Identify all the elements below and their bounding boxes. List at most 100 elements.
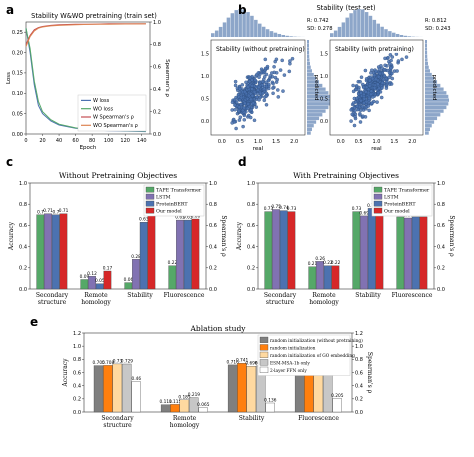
legend-entry: ProteinBERT	[156, 202, 188, 208]
scatter-point	[356, 87, 361, 92]
legend-entry: random initialization (without pretraini…	[270, 339, 363, 344]
y-left-tick-label: 0.0	[247, 287, 255, 293]
x-tick-label: 1.0	[373, 139, 381, 145]
legend-entry: W loss	[93, 98, 110, 104]
histogram-bar	[238, 9, 242, 37]
y-right-tick-label: 0.8	[355, 357, 363, 363]
bar	[246, 366, 257, 413]
y-right-axis-label: Spearman's ρ	[220, 215, 227, 257]
stat-sd: SD: 0.243	[425, 26, 451, 32]
bar-value-label: 0.21	[308, 261, 318, 267]
legend-entry: W Spearman's ρ	[93, 115, 134, 121]
scatter-point	[376, 82, 380, 87]
bar	[88, 276, 96, 290]
scatter-point	[240, 108, 245, 113]
scatter-point	[250, 78, 254, 82]
bar-value-label: 0.28	[131, 254, 141, 260]
bar-value-label: 0.75	[271, 204, 281, 210]
x-tick-label: 1.5	[272, 139, 280, 145]
bar	[313, 370, 324, 413]
scatter-point	[264, 72, 269, 77]
histogram-bar	[425, 50, 428, 55]
scatter-point	[281, 89, 285, 93]
bar	[360, 215, 368, 290]
bar	[396, 216, 405, 290]
scatter-point	[258, 95, 263, 99]
histogram-bar	[425, 61, 428, 66]
scatter-subtitle: Stability (without pretraining)	[216, 46, 305, 53]
scatter-point	[359, 75, 364, 79]
scatter-point	[287, 69, 292, 74]
histogram-bar	[307, 98, 331, 102]
histogram-bar	[307, 116, 320, 121]
bar-value-label: 0.46	[132, 376, 142, 382]
bar-value-label: 0.219	[188, 392, 201, 398]
scatter-point	[390, 71, 394, 76]
scatter-point	[366, 104, 371, 108]
histogram-bar	[307, 69, 312, 73]
scatter-point	[249, 97, 253, 102]
bar	[332, 398, 342, 413]
scatter-points	[349, 46, 409, 128]
scatter-point	[276, 88, 280, 92]
histogram-bar	[341, 22, 346, 37]
y-left-axis-label: Loss	[6, 72, 12, 84]
scatter-point	[264, 103, 269, 107]
scatter-points	[230, 56, 295, 131]
histogram-bar	[337, 26, 342, 37]
scatter-point	[386, 55, 390, 60]
histogram-bar	[425, 76, 435, 80]
bar	[198, 407, 208, 413]
bar	[168, 265, 177, 290]
histogram-bar	[307, 58, 310, 62]
legend-swatch	[145, 193, 155, 200]
bar	[237, 363, 247, 413]
bar	[323, 372, 333, 413]
y-right-tick-label: 0.6	[153, 65, 161, 71]
y-tick-label: 0.0	[320, 119, 328, 125]
y-left-tick-label: 0.2	[73, 397, 81, 403]
histogram-bar	[307, 91, 329, 95]
scatter-point	[367, 108, 371, 113]
category-label: structure	[38, 299, 67, 306]
scatter-point	[233, 83, 238, 88]
scatter-point	[251, 101, 256, 105]
scatter-point	[400, 57, 404, 62]
bar-value-label: 0.136	[264, 398, 277, 404]
histogram-bar	[388, 31, 392, 37]
y-right-axis-label: Spearman's ρ	[164, 59, 170, 97]
scatter-point	[351, 89, 356, 94]
y-tick-label: 1.0	[320, 74, 328, 80]
scatter-point	[246, 102, 250, 106]
y-left-tick-label: 1.0	[19, 181, 27, 187]
scatter-point	[244, 80, 248, 85]
scatter-point	[233, 79, 238, 84]
scatter-point	[351, 101, 356, 105]
bar	[132, 259, 140, 290]
histogram-bar	[307, 43, 310, 48]
legend-entry: TAPE Transformer	[384, 188, 430, 194]
bar-value-label: 0.73	[113, 358, 123, 364]
category-label: Stability	[239, 415, 265, 422]
scatter-point	[364, 85, 369, 90]
scatter-point	[361, 82, 365, 87]
x-tick-label: 120	[120, 138, 130, 144]
x-tick-label: 140	[137, 138, 147, 144]
histogram-bar	[307, 120, 317, 124]
scatter-point	[257, 98, 261, 102]
scatter-point	[375, 100, 379, 104]
histogram-bar	[425, 102, 449, 106]
y-right-tick-label: 1.0	[437, 181, 445, 187]
bar	[264, 211, 273, 290]
histogram-bar	[265, 29, 270, 37]
scatter-point	[257, 85, 261, 90]
y-right-tick-label: 1.2	[355, 331, 363, 337]
histogram-bar	[226, 17, 231, 37]
y-left-tick-label: 0.10	[12, 91, 23, 97]
y-right-tick-label: 0.4	[355, 383, 363, 389]
x-tick-label: 40	[56, 138, 62, 144]
panel-c-bar-chart: Without Pretraining Objectives 0.0 0.0 0.2 0…	[8, 171, 227, 306]
bar	[147, 210, 156, 290]
histogram-bar	[425, 116, 438, 121]
